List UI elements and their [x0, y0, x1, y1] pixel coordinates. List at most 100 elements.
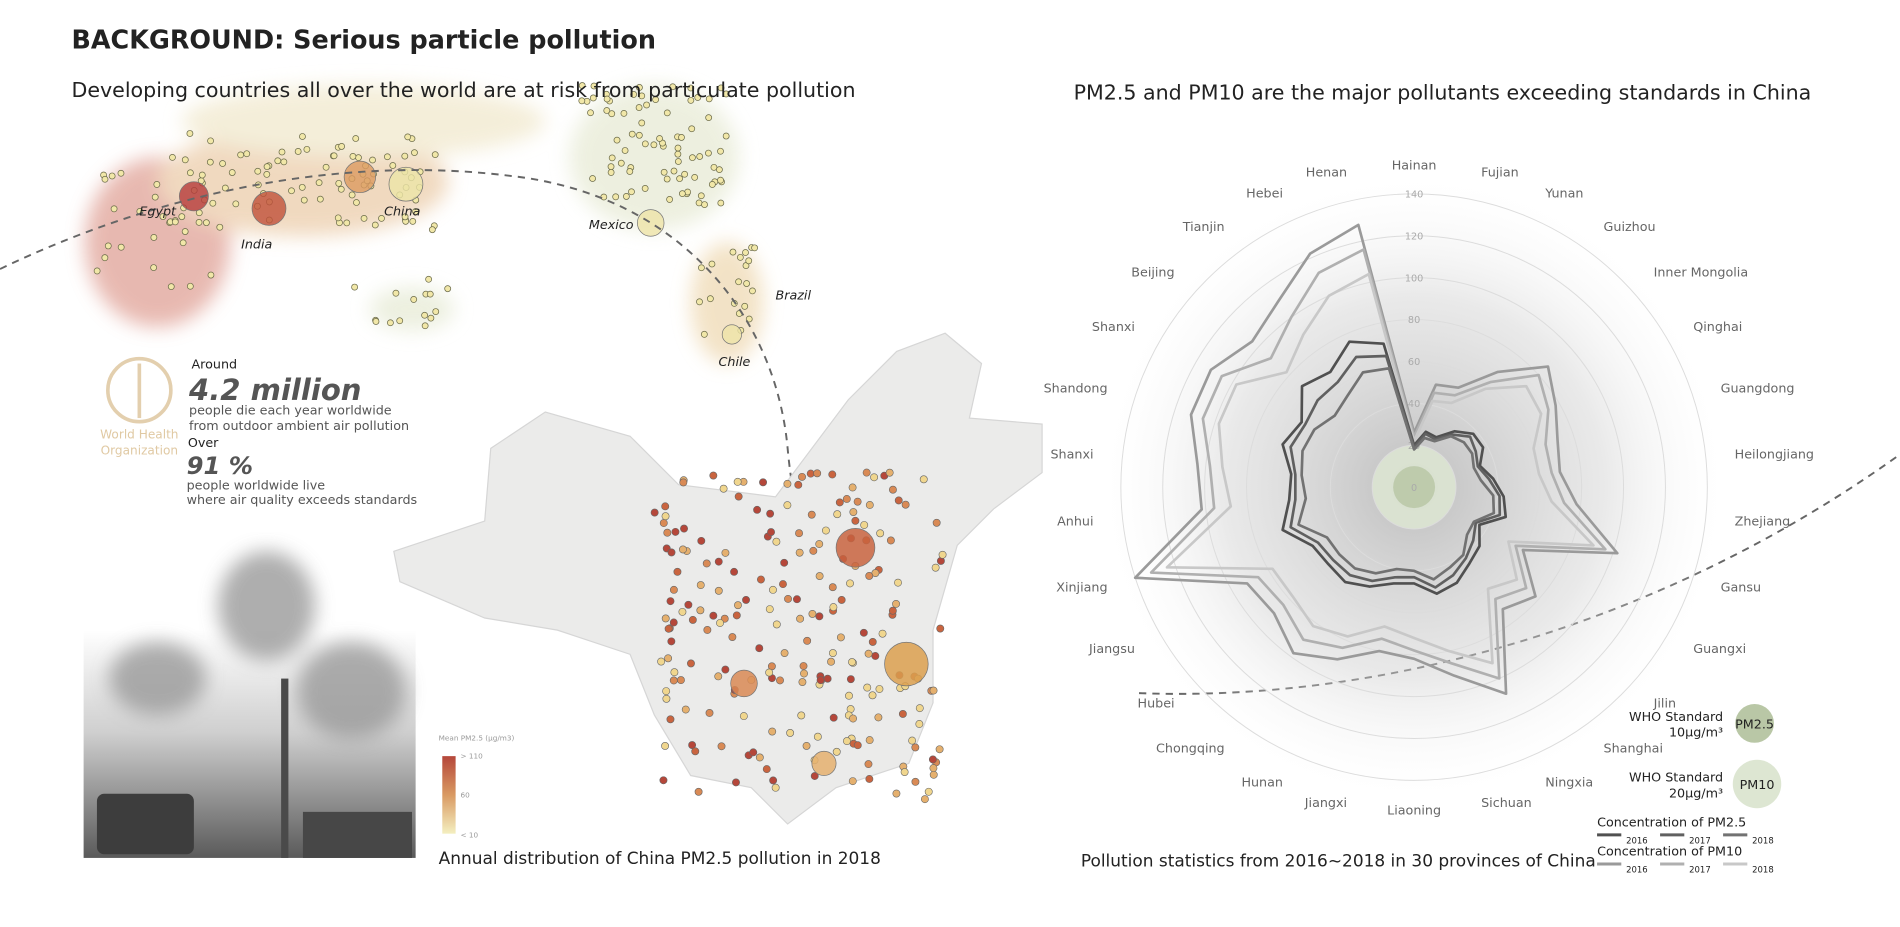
decor-dot [733, 477, 742, 486]
decor-dot [659, 519, 668, 527]
decor-dot [729, 248, 737, 256]
decor-dot [717, 742, 726, 751]
grid-ring [1287, 360, 1541, 614]
decor-dot [742, 595, 750, 604]
decor-dot [908, 736, 917, 745]
decor-dot [735, 278, 742, 286]
radar-line [1133, 223, 1619, 696]
decor-dot [428, 226, 436, 234]
decor-dot [717, 199, 725, 207]
legend-swatch [1735, 704, 1774, 743]
decor-dot [732, 611, 741, 620]
decor-dot [681, 705, 690, 714]
decor-dot [656, 135, 663, 142]
decor-dot [696, 298, 703, 306]
r-tick-label: 0 [1411, 483, 1417, 494]
decor-dot [348, 191, 356, 199]
decor-dot [425, 275, 433, 283]
r-tick-label: 100 [1405, 273, 1424, 284]
category-label: Shanxi [1050, 446, 1093, 461]
decor-dot [845, 691, 853, 700]
decor-dot [613, 136, 621, 144]
decor-dot [717, 84, 725, 92]
decor-dot [620, 110, 628, 117]
decor-dot [691, 174, 699, 181]
decor-dot [823, 674, 832, 683]
grid-ring [1120, 193, 1708, 781]
decor-dot [803, 636, 812, 645]
decor-dot [278, 148, 286, 156]
decor-dot [919, 475, 928, 484]
decor-dot [885, 468, 894, 477]
decor-dot [153, 181, 161, 188]
decor-dot [783, 501, 792, 510]
decor-dot [706, 295, 714, 303]
decor-dot [876, 529, 885, 538]
map-legend-title: Mean PM2.5 (μg/m3) [439, 733, 515, 742]
decor-dot [769, 585, 777, 594]
decor-dot [749, 748, 758, 757]
decor-dot [687, 659, 695, 668]
decor-dot [821, 526, 830, 535]
decor-dot [662, 694, 671, 703]
decor-dot [661, 512, 670, 521]
map-legend: Mean PM2.5 (μg/m3) > 110 60 < 10 [439, 733, 515, 839]
decor-dot [784, 594, 792, 603]
decor-dot [688, 615, 697, 624]
decor-dot [338, 143, 346, 150]
category-label: Tianjin [1182, 219, 1225, 234]
decor-dot [862, 468, 871, 477]
decor-dot [401, 152, 409, 160]
decor-dot [684, 600, 693, 609]
decor-dot [696, 153, 704, 160]
decor-dot [886, 536, 895, 545]
decor-dot [714, 557, 723, 566]
decor-dot [780, 649, 789, 657]
decor-dot [875, 685, 884, 693]
legend-label: 2018 [1752, 864, 1774, 874]
category-label: Jiangxi [1304, 795, 1347, 810]
decor-dot [813, 469, 822, 478]
decor-dot [372, 318, 380, 325]
legend-label: 2017 [1689, 835, 1711, 845]
decor-dot [663, 175, 671, 183]
decor-dot [779, 580, 787, 589]
decor-dot [667, 637, 676, 646]
legend-label: PM10 [1740, 777, 1775, 792]
decor-dot [808, 609, 817, 618]
radar-line [1149, 248, 1607, 680]
decor-dot [687, 96, 695, 104]
decor-dot [722, 90, 730, 98]
world-map [84, 84, 764, 364]
category-label: Hunan [1241, 774, 1283, 789]
decor-dot [330, 152, 338, 160]
radar-line [1297, 366, 1496, 581]
decor-dot [288, 187, 295, 195]
country-label: Egypt [139, 204, 177, 219]
decor-dot [431, 151, 439, 159]
decor-dot [371, 221, 379, 229]
map-legend-tick: > 110 [460, 752, 483, 761]
stat-text: from outdoor ambient air pollution [189, 418, 409, 433]
decor-dot [389, 162, 397, 169]
decor-dot [884, 641, 929, 687]
category-label: Jiangsu [1088, 641, 1135, 656]
decor-dot [765, 668, 774, 677]
decor-dot [355, 154, 362, 162]
decor-dot [828, 649, 837, 658]
decor-dot [676, 676, 685, 685]
decor-dot [661, 502, 670, 511]
decor-dot [842, 495, 851, 503]
decor-dot [900, 768, 909, 776]
map-caption: Annual distribution of China PM2.5 pollu… [439, 848, 881, 868]
decor-dot [181, 228, 189, 235]
decor-dot [828, 583, 837, 592]
decor-dot [663, 528, 672, 537]
decor-dot [93, 267, 101, 275]
decor-dot [749, 287, 756, 295]
decor-dot [622, 193, 630, 200]
decor-dot [316, 195, 324, 203]
decor-dot [835, 498, 844, 507]
